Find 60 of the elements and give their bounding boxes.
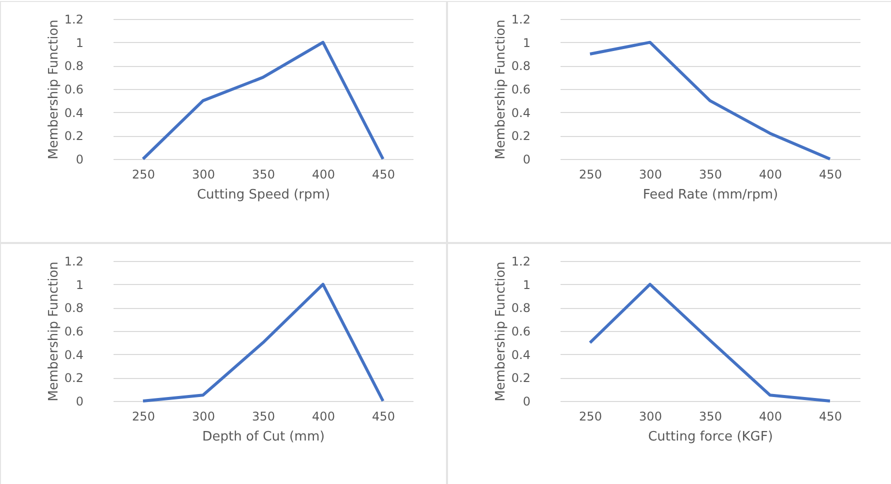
- x-tick-label: 300: [192, 168, 215, 182]
- x-tick-label: 450: [372, 410, 395, 424]
- y-tick-label: 0.2: [511, 371, 530, 386]
- x-tick-label: 350: [252, 168, 275, 182]
- line-series: [588, 282, 832, 402]
- x-axis-title: Depth of Cut (mm): [202, 430, 325, 444]
- y-tick-label: 0.4: [64, 106, 84, 120]
- x-tick-label: 350: [699, 410, 722, 424]
- x-tick-label: 350: [252, 410, 275, 424]
- x-tick-label: 450: [819, 410, 842, 424]
- y-tick-label: 1: [76, 278, 84, 292]
- y-tick-label: 1: [522, 278, 530, 292]
- y-tick-label: 0: [76, 394, 84, 408]
- y-tick-label: 0.6: [511, 324, 530, 338]
- x-tick-label: 450: [819, 168, 842, 182]
- y-tick-label: 1: [76, 36, 84, 50]
- x-tick-label: 300: [192, 410, 215, 424]
- y-axis-title: Membership Function: [493, 20, 508, 160]
- y-tick-label: 0.8: [511, 59, 530, 74]
- y-tick-label: 0.6: [511, 82, 530, 96]
- y-tick-label: 0.4: [511, 348, 530, 362]
- y-tick-label: 0.8: [64, 59, 84, 74]
- x-axis-title: Cutting force (KGF): [648, 430, 773, 444]
- y-tick-label: 0.2: [511, 129, 530, 144]
- y-axis-title: Membership Function: [46, 20, 62, 160]
- y-tick-label: 0.4: [64, 348, 84, 362]
- x-tick-label: 450: [372, 168, 395, 182]
- y-tick-label: 1: [522, 36, 530, 50]
- y-tick-label: 0.6: [64, 324, 84, 338]
- y-axis-title: Membership Function: [493, 262, 508, 402]
- x-tick-label: 300: [639, 410, 662, 424]
- y-tick-label: 1.2: [64, 12, 84, 26]
- x-axis-title: Feed Rate (mm/rpm): [642, 188, 778, 202]
- y-tick-label: 0.6: [64, 82, 84, 96]
- x-tick-label: 250: [579, 410, 602, 424]
- x-tick-label: 300: [639, 168, 662, 182]
- line-series: [142, 40, 384, 160]
- x-tick-label: 250: [132, 410, 155, 424]
- x-tick-label: 250: [579, 168, 602, 182]
- x-tick-label: 400: [759, 168, 782, 182]
- y-tick-label: 0: [76, 152, 84, 166]
- y-tick-label: 0: [522, 394, 530, 408]
- x-tick-label: 400: [312, 168, 335, 182]
- y-tick-label: 0.2: [64, 371, 84, 386]
- y-tick-label: 0.4: [511, 106, 530, 120]
- x-tick-label: 350: [699, 168, 722, 182]
- line-series: [588, 40, 832, 160]
- x-tick-label: 400: [312, 410, 335, 424]
- x-axis-title: Cutting Speed (rpm): [196, 188, 330, 202]
- line-series: [142, 282, 384, 402]
- y-tick-label: 0.2: [64, 129, 84, 144]
- x-tick-label: 250: [132, 168, 155, 182]
- y-axis-title: Membership Function: [46, 262, 62, 402]
- y-tick-label: 1.2: [64, 254, 84, 268]
- x-tick-label: 400: [759, 410, 782, 424]
- y-tick-label: 0.8: [64, 301, 84, 316]
- y-tick-label: 0: [522, 152, 530, 166]
- y-tick-label: 1.2: [511, 254, 530, 268]
- y-tick-label: 0.8: [511, 301, 530, 316]
- y-tick-label: 1.2: [511, 12, 530, 26]
